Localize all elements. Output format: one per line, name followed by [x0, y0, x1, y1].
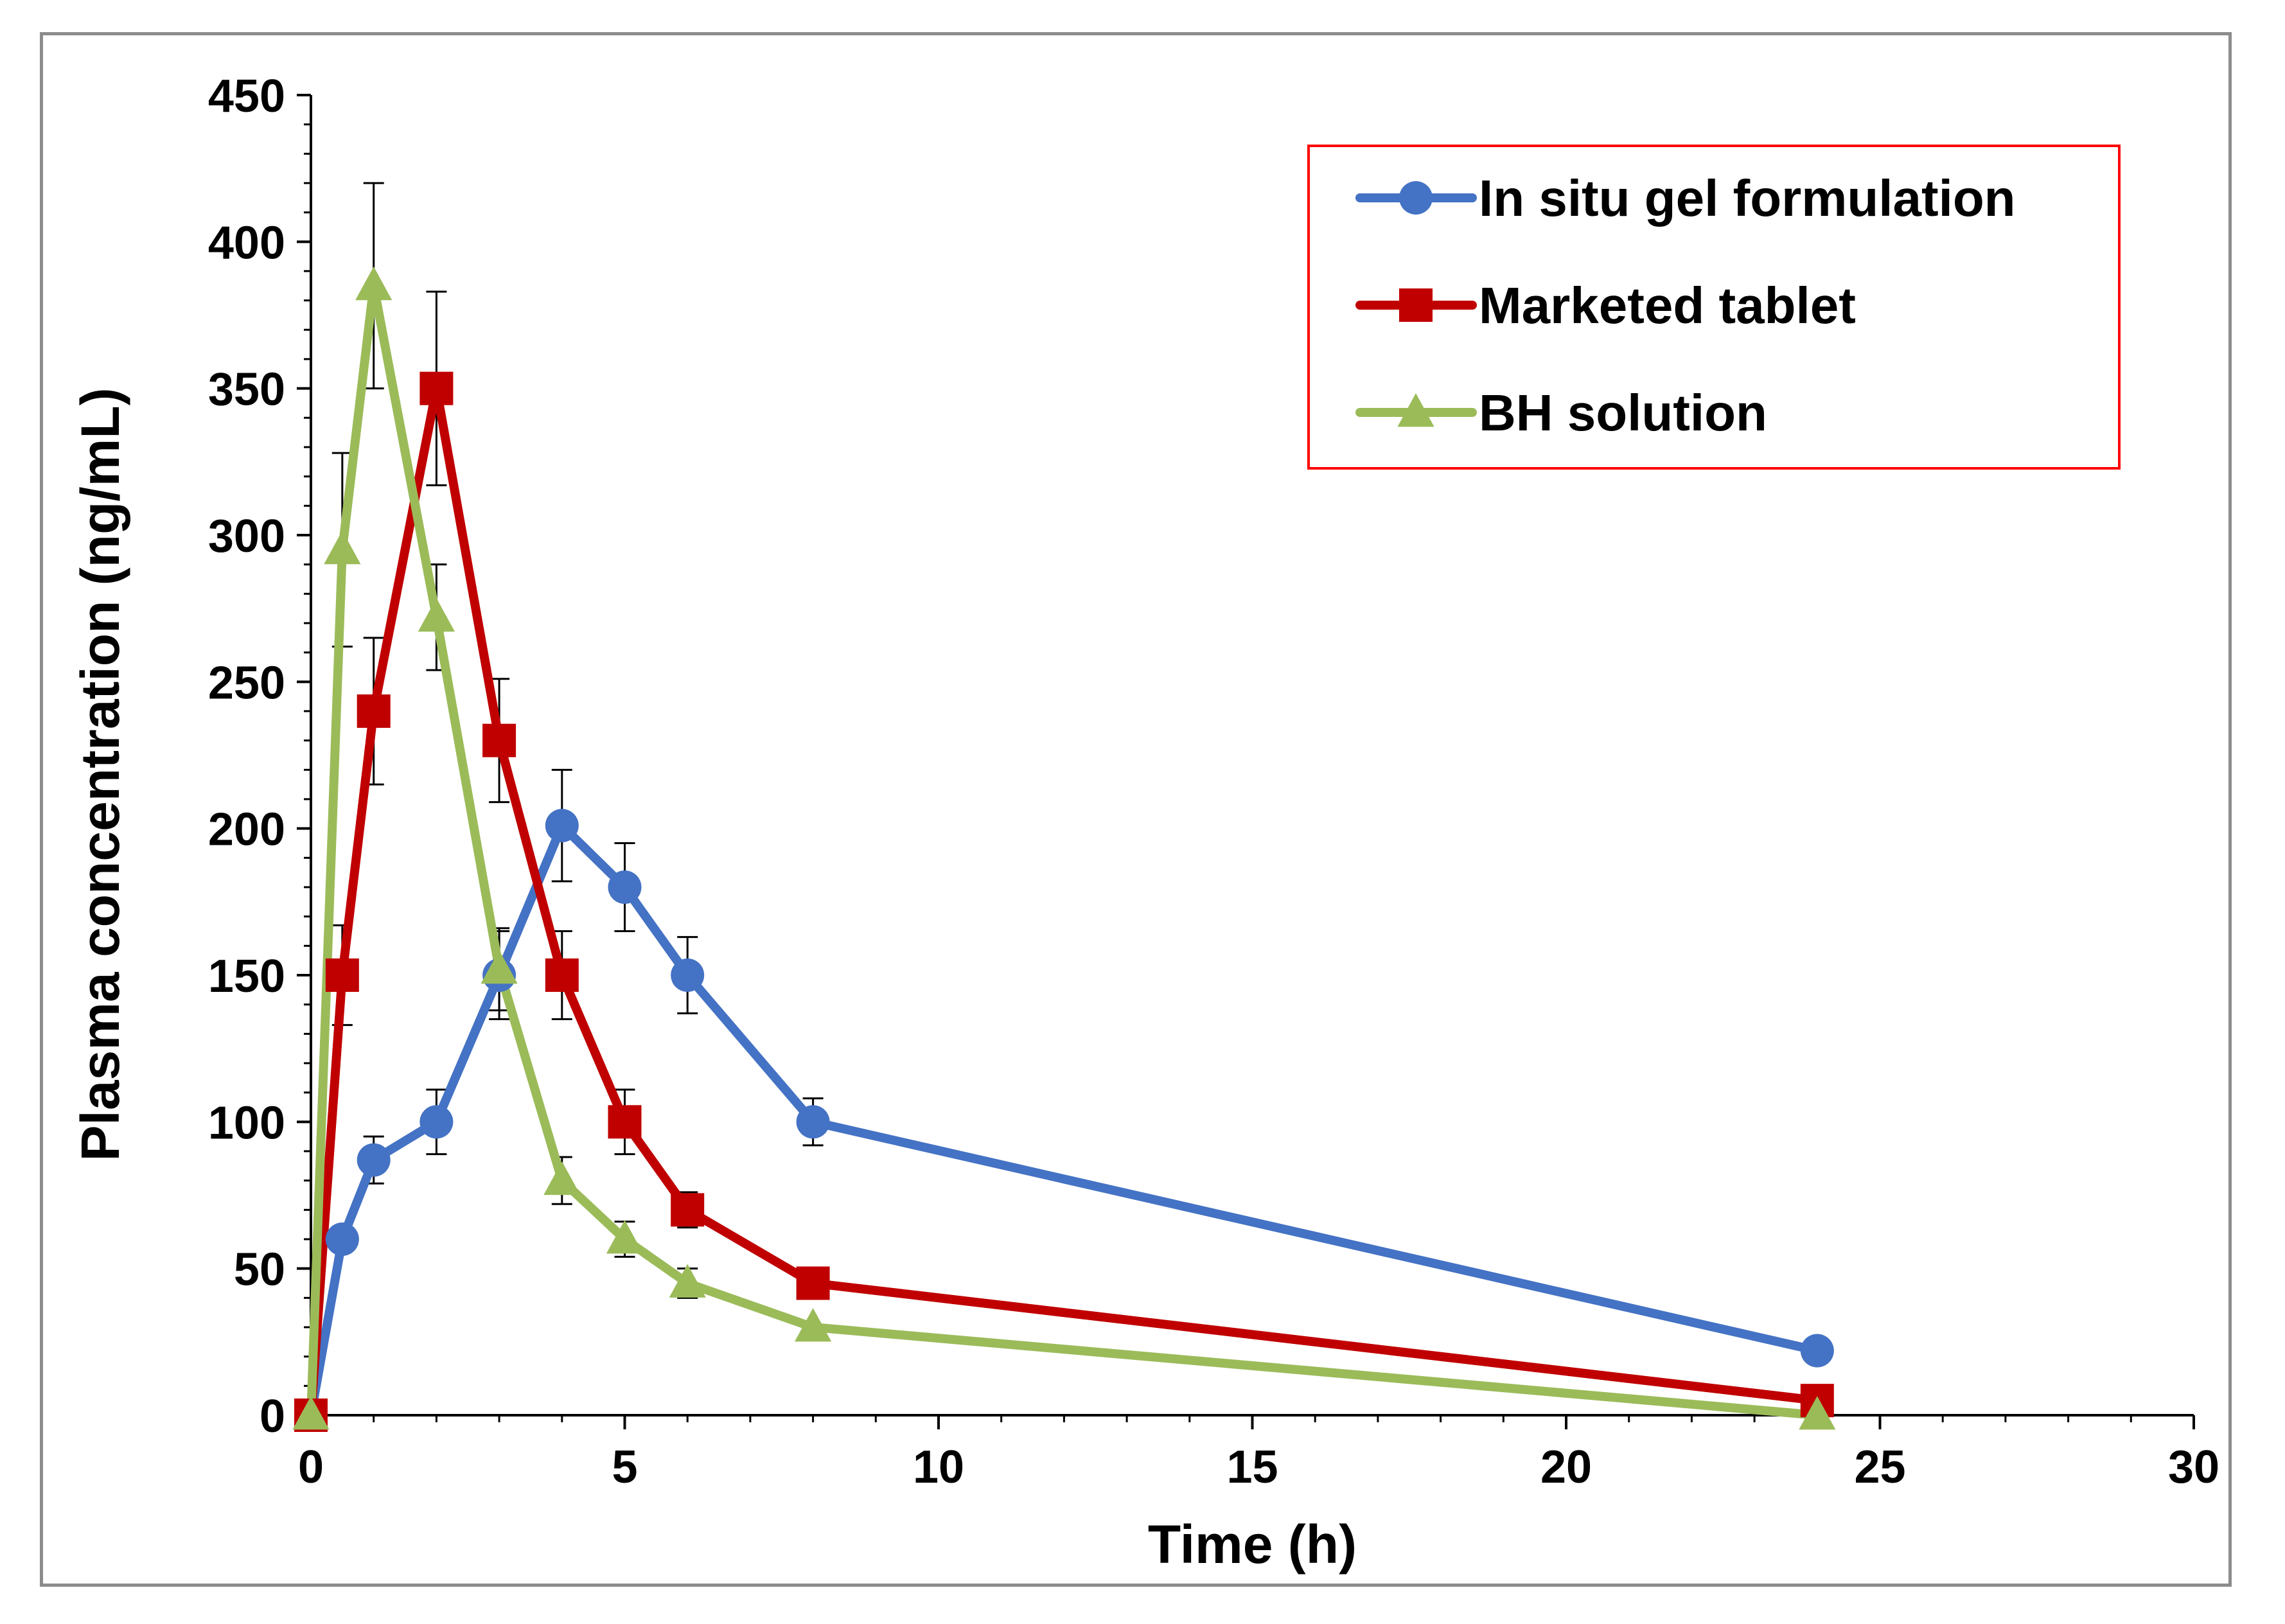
tick-labels: 0 50 100 150 200 250 300 350 400 450 0 5 10 15 20 25 30	[208, 71, 2219, 1493]
series-square	[331, 290, 698, 1229]
data-point	[669, 1264, 706, 1298]
x-tick-label: 20	[1540, 1442, 1592, 1493]
y-tick-label: 200	[208, 804, 285, 856]
series-line	[306, 281, 1822, 1420]
y-tick-label: 450	[208, 71, 285, 122]
data-point	[796, 1266, 830, 1300]
x-tick-label: 15	[1226, 1442, 1278, 1493]
y-tick-label: 100	[208, 1097, 285, 1149]
y-axis-title: Plasma concentration (ng/mL)	[70, 387, 130, 1161]
data-point	[325, 958, 359, 992]
y-tick-label: 0	[260, 1391, 285, 1442]
data-point	[419, 1105, 454, 1139]
data-point	[671, 958, 705, 992]
axes	[297, 94, 2195, 1429]
legend-label: BH solution	[1479, 384, 1767, 441]
data-point	[545, 809, 579, 843]
data-point	[292, 1396, 330, 1430]
data-point	[1799, 1396, 1836, 1430]
y-tick-label: 250	[208, 657, 285, 709]
data-point	[325, 1222, 359, 1256]
data-point	[671, 1193, 705, 1227]
data-point	[324, 530, 361, 565]
legend-marker	[1397, 393, 1434, 427]
data-point	[795, 1308, 832, 1342]
legend-label: Marketed tablet	[1479, 277, 1856, 334]
x-tick-label: 10	[913, 1442, 964, 1493]
data-point	[608, 870, 642, 904]
legend: In situ gel formulation Marketed tablet BH…	[1307, 145, 2121, 470]
data-point	[418, 597, 455, 632]
data-point	[355, 266, 393, 301]
y-tick-label: 300	[208, 511, 285, 562]
x-tick-label: 0	[298, 1442, 324, 1493]
legend-label: In situ gel formulation	[1479, 170, 2016, 227]
data-point	[796, 1105, 830, 1139]
series-line	[306, 821, 1822, 1420]
legend-marker	[1399, 181, 1433, 215]
y-tick-label: 400	[208, 217, 285, 269]
data-point	[545, 958, 579, 992]
legend-marker	[1399, 288, 1433, 322]
x-axis-title: Time (h)	[1148, 1514, 1357, 1575]
data-point	[357, 694, 391, 728]
x-tick-label: 5	[612, 1442, 637, 1493]
data-point	[419, 371, 454, 405]
y-tick-label: 50	[234, 1244, 285, 1296]
data-point	[481, 949, 518, 984]
figure-frame: 0 50 100 150 200 250 300 350 400 450 0 5 10 15 20 25 30 …	[40, 32, 2232, 1587]
data-point	[543, 1161, 581, 1196]
data-point	[608, 1105, 642, 1139]
series-line	[306, 384, 1822, 1420]
data-point	[1800, 1334, 1834, 1368]
series-group	[292, 182, 1836, 1432]
x-tick-label: 30	[2168, 1442, 2219, 1493]
data-point	[482, 723, 516, 757]
data-point	[606, 1220, 644, 1254]
y-tick-label: 350	[208, 364, 285, 416]
x-tick-label: 25	[1854, 1442, 1905, 1493]
y-tick-label: 150	[208, 951, 285, 1002]
data-point	[357, 1143, 391, 1177]
